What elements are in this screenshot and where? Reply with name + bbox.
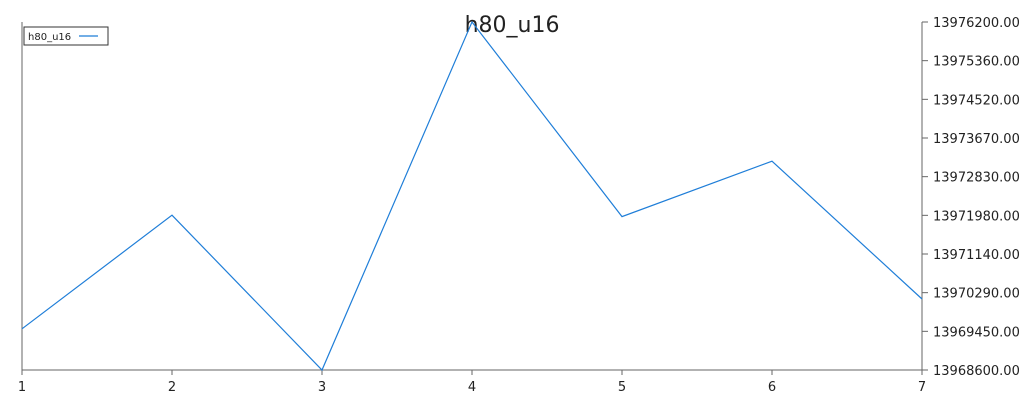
chart-title: h80_u16 bbox=[465, 13, 560, 38]
y-tick-label: 13976200.00 bbox=[933, 16, 1020, 31]
legend-box bbox=[23, 26, 109, 46]
y-tick-label: 13970290.00 bbox=[933, 287, 1020, 302]
y-tick-label: 13968600.00 bbox=[933, 364, 1020, 379]
axes: 1 2 3 4 5 6 7 13968600.00 13969450.00 13970290.00… bbox=[18, 16, 1020, 395]
y-tick-label: 13975360.00 bbox=[933, 55, 1020, 70]
y-tick-label: 13974520.00 bbox=[933, 93, 1020, 108]
y-tick-label: 13972830.00 bbox=[933, 171, 1020, 186]
y-tick-label: 13969450.00 bbox=[933, 325, 1020, 340]
legend-label: h80_u16 bbox=[28, 32, 71, 43]
series-line bbox=[21, 20, 923, 372]
x-tick-label: 7 bbox=[918, 380, 926, 395]
y-tick-label: 13973670.00 bbox=[933, 132, 1020, 147]
x-tick-label: 4 bbox=[468, 380, 476, 395]
x-tick-label: 2 bbox=[168, 380, 176, 395]
x-tick-label: 1 bbox=[18, 380, 26, 395]
x-tick-label: 6 bbox=[768, 380, 776, 395]
series-layer bbox=[21, 20, 923, 372]
y-tick-label: 13971980.00 bbox=[933, 209, 1020, 224]
x-tick-label: 5 bbox=[618, 380, 626, 395]
legend: h80_u16 bbox=[23, 26, 109, 46]
y-tick-label: 13971140.00 bbox=[933, 248, 1020, 263]
x-tick-label: 3 bbox=[318, 380, 326, 395]
